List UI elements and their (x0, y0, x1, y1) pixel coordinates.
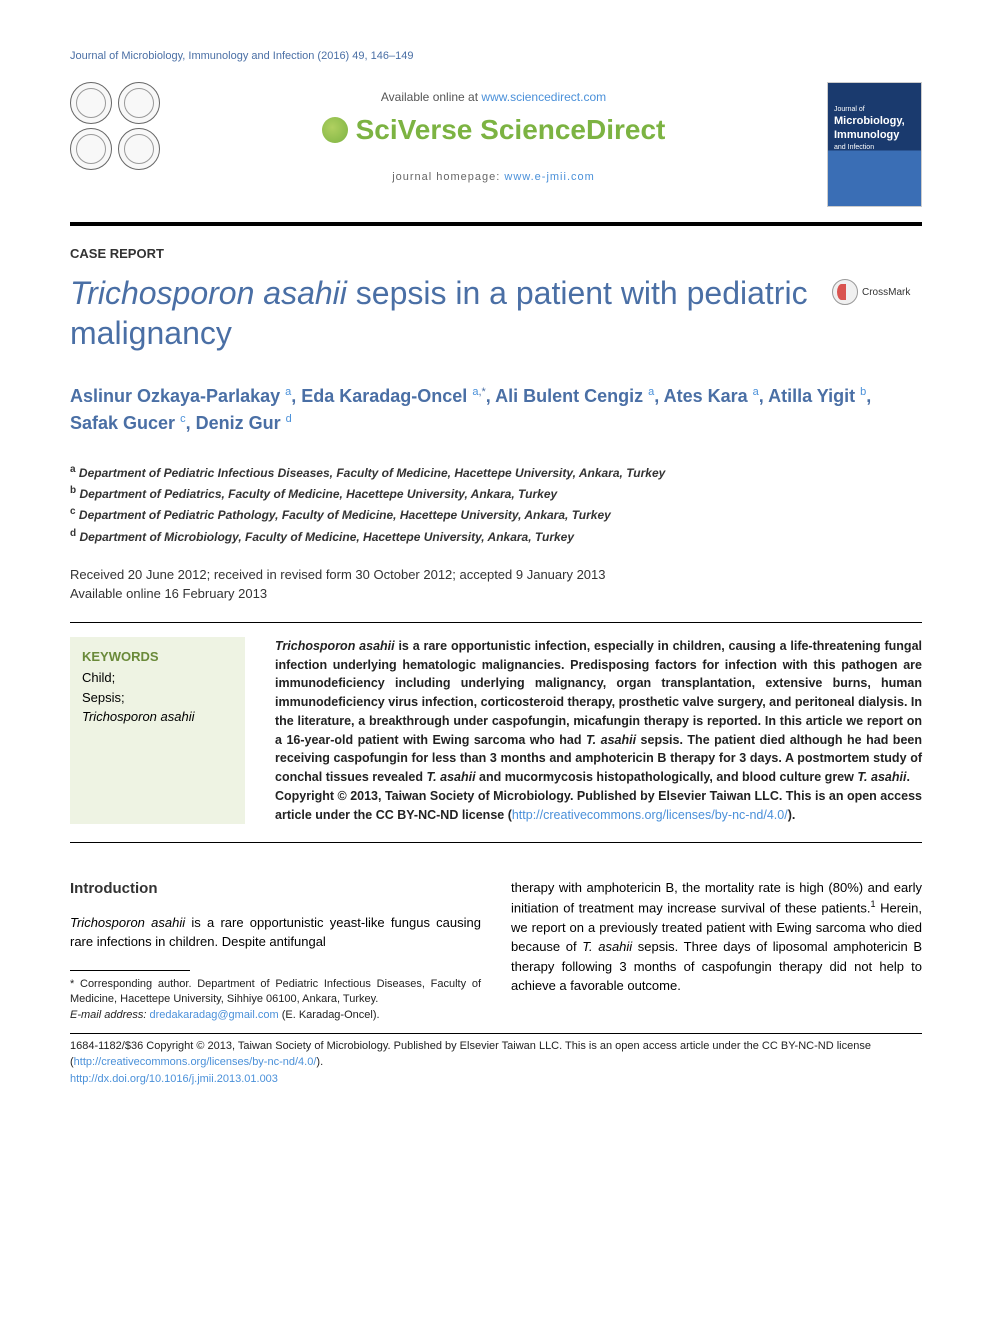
homepage-prefix: journal homepage: (392, 171, 504, 183)
article-header: Available online at www.sciencedirect.co… (70, 82, 922, 207)
history-received: Received 20 June 2012; received in revis… (70, 565, 922, 585)
keywords-heading: KEYWORDS (82, 647, 233, 667)
intro-paragraph: Trichosporon asahii is a rare opportunis… (70, 913, 481, 952)
journal-homepage: journal homepage: www.e-jmii.com (180, 171, 807, 183)
header-rule (70, 222, 922, 226)
history-online: Available online 16 February 2013 (70, 584, 922, 604)
affiliations: a Department of Pediatric Infectious Dis… (70, 462, 922, 547)
intro-paragraph-cont: therapy with amphotericin B, the mortali… (511, 878, 922, 995)
email-label: E-mail address: (70, 1009, 149, 1021)
copyright-rule (70, 1033, 922, 1034)
sciverse-brand: SciVerse ScienceDirect (180, 114, 807, 146)
copyright-block: 1684-1182/$36 Copyright © 2013, Taiwan S… (70, 1038, 922, 1088)
running-head: Journal of Microbiology, Immunology and … (70, 50, 922, 62)
affiliation: b Department of Pediatrics, Faculty of M… (70, 483, 922, 504)
copyright-suffix: ). (316, 1056, 323, 1068)
footnotes: * Corresponding author. Department of Pe… (70, 977, 481, 1023)
author-list: Aslinur Ozkaya-Parlakay a, Eda Karadag-O… (70, 383, 922, 437)
affiliation: d Department of Microbiology, Faculty of… (70, 526, 922, 547)
crossmark-widget[interactable]: CrossMark (832, 273, 922, 305)
affiliation: a Department of Pediatric Infectious Dis… (70, 462, 922, 483)
affiliation: c Department of Pediatric Pathology, Fac… (70, 504, 922, 525)
header-center: Available online at www.sciencedirect.co… (180, 82, 807, 183)
society-seal-icon (70, 82, 112, 124)
journal-cover-thumbnail: Journal of Microbiology, Immunology and … (827, 82, 922, 207)
available-prefix: Available online at (381, 90, 482, 104)
license-link[interactable]: http://creativecommons.org/licenses/by-n… (74, 1056, 317, 1068)
society-logos (70, 82, 160, 170)
body-column-right: therapy with amphotericin B, the mortali… (511, 878, 922, 1023)
abstract-bottom-rule (70, 842, 922, 843)
society-seal-icon (118, 82, 160, 124)
crossmark-label: CrossMark (862, 287, 910, 298)
footnote-rule (70, 970, 190, 971)
sciverse-text: SciVerse ScienceDirect (356, 114, 666, 146)
article-type: CASE REPORT (70, 246, 922, 261)
society-seal-icon (70, 128, 112, 170)
keywords-list: Child;Sepsis;Trichosporon asahii (82, 668, 233, 727)
body-column-left: Introduction Trichosporon asahii is a ra… (70, 878, 481, 1023)
email-suffix: (E. Karadag-Oncel). (279, 1009, 380, 1021)
article-history: Received 20 June 2012; received in revis… (70, 565, 922, 604)
sciverse-icon (322, 117, 348, 143)
sciencedirect-link[interactable]: www.sciencedirect.com (481, 90, 606, 104)
email-line: E-mail address: dredakaradag@gmail.com (… (70, 1008, 481, 1023)
abstract-top-rule (70, 622, 922, 623)
society-seal-icon (118, 128, 160, 170)
crossmark-icon (832, 279, 858, 305)
corresponding-author-note: * Corresponding author. Department of Pe… (70, 977, 481, 1008)
cover-title: Journal of Microbiology, Immunology and … (834, 105, 915, 152)
keywords-box: KEYWORDS Child;Sepsis;Trichosporon asahi… (70, 637, 245, 825)
section-heading-introduction: Introduction (70, 878, 481, 901)
doi-link[interactable]: http://dx.doi.org/10.1016/j.jmii.2013.01… (70, 1073, 278, 1085)
article-title: Trichosporon asahii sepsis in a patient … (70, 273, 812, 353)
available-online: Available online at www.sciencedirect.co… (180, 90, 807, 104)
abstract-text: Trichosporon asahii is a rare opportunis… (275, 637, 922, 825)
author-email-link[interactable]: dredakaradag@gmail.com (149, 1009, 278, 1021)
homepage-link[interactable]: www.e-jmii.com (504, 171, 594, 183)
